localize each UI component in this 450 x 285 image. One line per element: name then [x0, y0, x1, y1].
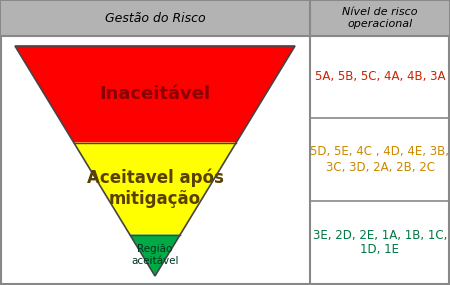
Text: Aceitavel após
mitigação: Aceitavel após mitigação	[86, 169, 224, 208]
Text: 3E, 2D, 2E, 1A, 1B, 1C,
1D, 1E: 3E, 2D, 2E, 1A, 1B, 1C, 1D, 1E	[313, 229, 447, 256]
Text: Região
aceitável: Região aceitável	[131, 245, 179, 266]
Text: 5D, 5E, 4C , 4D, 4E, 3B,
3C, 3D, 2A, 2B, 2C: 5D, 5E, 4C , 4D, 4E, 3B, 3C, 3D, 2A, 2B,…	[310, 146, 450, 174]
Text: 5A, 5B, 5C, 4A, 4B, 3A: 5A, 5B, 5C, 4A, 4B, 3A	[315, 70, 445, 83]
Text: Nível de risco
operacional: Nível de risco operacional	[342, 7, 418, 29]
Bar	[1, 1, 449, 36]
Text: Gestão do Risco: Gestão do Risco	[105, 11, 205, 25]
Text: Inaceitável: Inaceitável	[99, 85, 211, 103]
